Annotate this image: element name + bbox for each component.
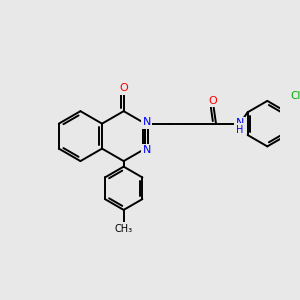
Text: CH₃: CH₃: [115, 224, 133, 234]
Text: N: N: [142, 117, 151, 127]
Text: O: O: [209, 96, 218, 106]
Text: N: N: [236, 118, 244, 128]
Text: O: O: [119, 83, 128, 93]
Text: Cl: Cl: [290, 91, 300, 100]
Text: N: N: [142, 145, 151, 155]
Text: H: H: [236, 125, 244, 135]
